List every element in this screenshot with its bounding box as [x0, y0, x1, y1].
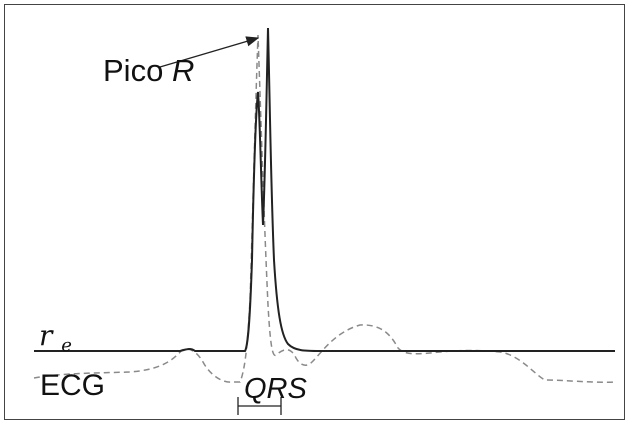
re-solid-trace — [34, 27, 615, 352]
peak-label-prefix: Pico — [103, 53, 163, 88]
peak-arrow — [159, 36, 260, 68]
re-label-subscript: e — [61, 335, 72, 356]
diagram-frame — [4, 4, 625, 420]
ecg-label: ECG — [40, 369, 105, 402]
qrs-label: QRS — [244, 373, 308, 405]
re-label-symbol: r — [39, 319, 54, 352]
peak-label: Pico R — [103, 53, 194, 88]
re-label: r e — [39, 319, 72, 356]
qrs-bracket — [237, 397, 282, 415]
peak-label-letter: R — [172, 53, 194, 88]
